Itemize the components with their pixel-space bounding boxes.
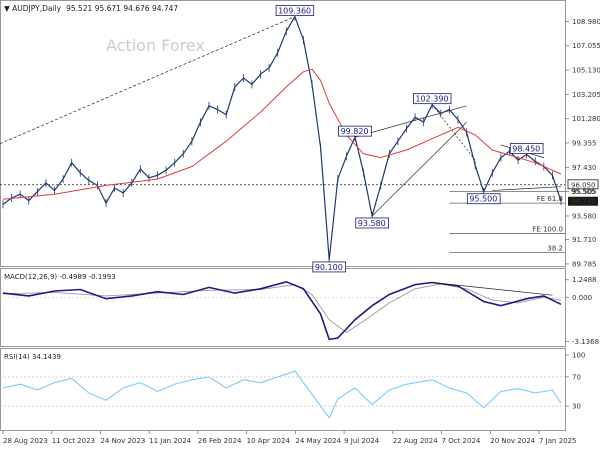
- price-label: 98.450: [512, 144, 540, 153]
- macd-tick-label: -3.1368: [572, 338, 599, 346]
- rsi-tick-label: 100: [572, 352, 585, 360]
- macd-line: [2, 280, 562, 341]
- price-tick-label: 107.055: [572, 42, 600, 50]
- channel-upper-line: [354, 105, 467, 138]
- fib-level-label: 38.2: [547, 244, 563, 252]
- macd-tick-label: 0.000: [572, 294, 592, 302]
- price-label: 90.100: [315, 263, 343, 272]
- rsi-tick-label: 70: [572, 373, 581, 381]
- price-label-box: [509, 143, 544, 154]
- price-label-box: [466, 193, 501, 205]
- level-box: [567, 179, 599, 190]
- x-tick-label: 22 Aug 2024: [393, 437, 438, 445]
- chart-title: ▼ AUDJPY,Daily 95.521 95.671 94.676 94.74…: [4, 4, 178, 13]
- x-tick-label: 11 Jan 2024: [149, 437, 192, 445]
- macd-tick-label: 1.2488: [572, 276, 597, 284]
- price-tick-label: 89.785: [572, 260, 597, 268]
- price-label: 95.500: [469, 195, 497, 204]
- x-tick-label: 28 Aug 2023: [3, 437, 48, 445]
- x-tick-label: 7 Oct 2024: [442, 437, 481, 445]
- wedge-lower-line: [492, 186, 562, 191]
- macd-signal-line: [2, 283, 562, 333]
- last-price-label: 94.747: [571, 198, 596, 206]
- channel-lower-line: [371, 121, 467, 217]
- x-tick-label: 10 Apr 2024: [247, 437, 291, 445]
- level-price-label: 96.050: [571, 181, 596, 189]
- last-price-box: [568, 196, 598, 206]
- price-tick-label: 91.710: [572, 236, 597, 244]
- price-tick-label: 97.430: [572, 164, 597, 172]
- title-arrow-icon[interactable]: ▼: [4, 4, 12, 13]
- macd-trend-line: [432, 282, 553, 296]
- rsi-tick-label: 30: [572, 403, 581, 411]
- rsi-title: RSI(14) 34.1439: [4, 353, 61, 361]
- price-label: 99.820: [341, 127, 369, 136]
- x-tick-label: 11 Oct 2023: [52, 437, 95, 445]
- macd-title: MACD(12,26,9) -0.4989 -0.1993: [4, 273, 116, 281]
- ohlc-values: 95.521 95.671 94.676 94.747: [66, 4, 178, 13]
- rsi-panel: [0, 348, 566, 431]
- x-tick-label: 24 May 2024: [295, 437, 341, 445]
- macd-panel: [0, 268, 566, 347]
- fib-level-label: FE 61.8: [537, 195, 563, 203]
- moving-average-line: [2, 68, 562, 200]
- x-tick-label: 7 Jan 2025: [539, 437, 577, 445]
- price-label-box: [338, 125, 372, 137]
- rsi-line: [2, 370, 562, 419]
- symbol-title: AUDJPY,Daily: [12, 4, 61, 13]
- level-price-label: 95.505: [571, 188, 596, 196]
- price-tick-label: 103.205: [572, 91, 600, 99]
- price-tick-label: 93.580: [572, 212, 597, 220]
- fib-level-label: FE 100.0: [532, 225, 563, 233]
- x-tick-label: 26 Feb 2024: [198, 437, 242, 445]
- x-tick-label: 24 Nov 2023: [100, 437, 145, 445]
- price-tick-label: 108.980: [572, 18, 600, 26]
- dotted-trend-line: [0, 16, 296, 145]
- price-tick-label: 95.505: [572, 188, 597, 196]
- price-label-box: [355, 217, 389, 229]
- price-tick-label: 99.355: [572, 140, 597, 148]
- price-label-box: [275, 5, 315, 17]
- price-label-box: [413, 93, 452, 105]
- price-label: 93.580: [358, 219, 386, 228]
- price-label: 102.390: [415, 95, 448, 104]
- price-label: 109.360: [278, 7, 311, 16]
- price-label-box: [312, 261, 347, 273]
- price-series-line: [2, 15, 562, 260]
- price-tick-label: 105.130: [572, 67, 600, 75]
- x-tick-label: 9 Jul 2024: [344, 437, 380, 445]
- price-tick-label: 101.280: [572, 115, 600, 123]
- x-tick-label: 20 Nov 2024: [490, 437, 535, 445]
- watermark: Action Forex: [106, 36, 205, 55]
